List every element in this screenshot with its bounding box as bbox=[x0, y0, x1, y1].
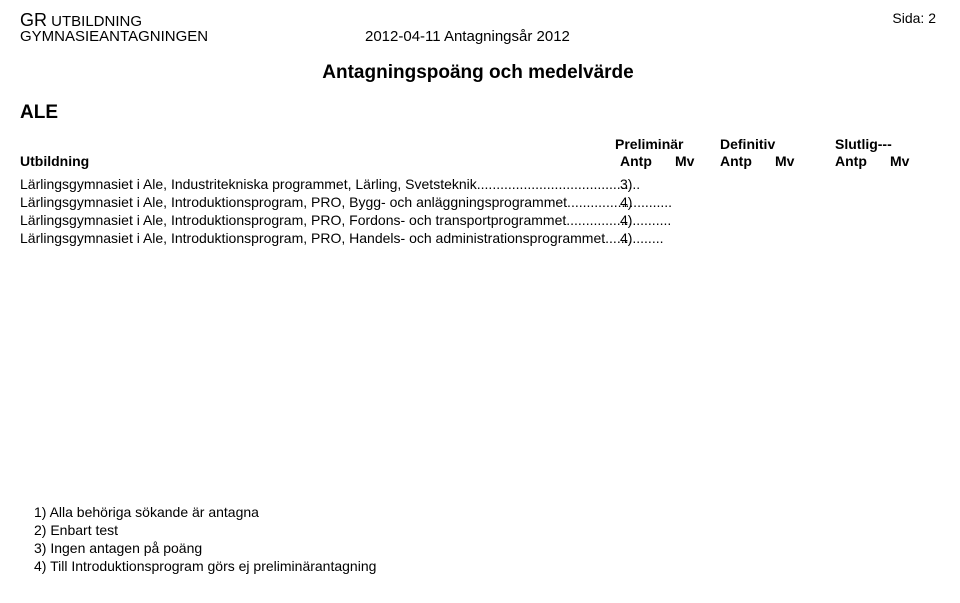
col-antp-3: Antp bbox=[835, 153, 867, 169]
col-utbildning: Utbildning bbox=[20, 153, 89, 169]
footnote-line: 4) Till Introduktionsprogram görs ej pre… bbox=[34, 557, 376, 575]
row-note: 4) bbox=[620, 212, 632, 228]
org-sub: GYMNASIEANTAGNINGEN bbox=[20, 28, 208, 45]
col-slutlig: Slutlig--- bbox=[835, 136, 892, 152]
program-label: Lärlingsgymnasiet i Ale, Introduktionspr… bbox=[20, 230, 664, 246]
row-note: 4) bbox=[620, 194, 632, 210]
page: GR UTBILDNING Sida: 2 GYMNASIEANTAGNINGE… bbox=[0, 0, 960, 603]
col-mv-3: Mv bbox=[890, 153, 909, 169]
col-prelim: Preliminär bbox=[615, 136, 683, 152]
table-row: Lärlingsgymnasiet i Ale, Introduktionspr… bbox=[20, 194, 936, 212]
date: 2012-04-11 bbox=[365, 28, 441, 45]
col-mv-2: Mv bbox=[775, 153, 794, 169]
footnotes: 1) Alla behöriga sökande är antagna2) En… bbox=[34, 503, 376, 575]
table-row: Lärlingsgymnasiet i Ale, Industriteknisk… bbox=[20, 176, 936, 194]
header-row-2: GYMNASIEANTAGNINGEN 2012-04-11 Antagning… bbox=[20, 28, 936, 48]
area-heading: ALE bbox=[20, 102, 936, 124]
footnote-line: 3) Ingen antagen på poäng bbox=[34, 539, 376, 557]
table-row: Lärlingsgymnasiet i Ale, Introduktionspr… bbox=[20, 212, 936, 230]
col-antp-2: Antp bbox=[720, 153, 752, 169]
program-label: Lärlingsgymnasiet i Ale, Industriteknisk… bbox=[20, 176, 640, 192]
row-note: 4) bbox=[620, 230, 632, 246]
date-line: 2012-04-11 Antagningsår 2012 bbox=[365, 28, 570, 45]
col-mv-1: Mv bbox=[675, 153, 694, 169]
footnote-line: 1) Alla behöriga sökande är antagna bbox=[34, 503, 376, 521]
program-label: Lärlingsgymnasiet i Ale, Introduktionspr… bbox=[20, 212, 671, 228]
col-definitiv: Definitiv bbox=[720, 136, 775, 152]
column-headers: Preliminär Definitiv Slutlig--- Utbildni… bbox=[20, 136, 936, 172]
page-number: Sida: 2 bbox=[892, 10, 936, 26]
rows-container: Lärlingsgymnasiet i Ale, Industriteknisk… bbox=[20, 176, 936, 248]
page-title: Antagningspoäng och medelvärde bbox=[20, 62, 936, 84]
header-row-1: GR UTBILDNING Sida: 2 bbox=[20, 10, 936, 28]
year-line: Antagningsår 2012 bbox=[441, 28, 570, 45]
org-prefix: GR bbox=[20, 10, 47, 30]
col-antp-1: Antp bbox=[620, 153, 652, 169]
row-note: 3) bbox=[620, 176, 632, 192]
table-row: Lärlingsgymnasiet i Ale, Introduktionspr… bbox=[20, 230, 936, 248]
footnote-line: 2) Enbart test bbox=[34, 521, 376, 539]
program-label: Lärlingsgymnasiet i Ale, Introduktionspr… bbox=[20, 194, 672, 210]
